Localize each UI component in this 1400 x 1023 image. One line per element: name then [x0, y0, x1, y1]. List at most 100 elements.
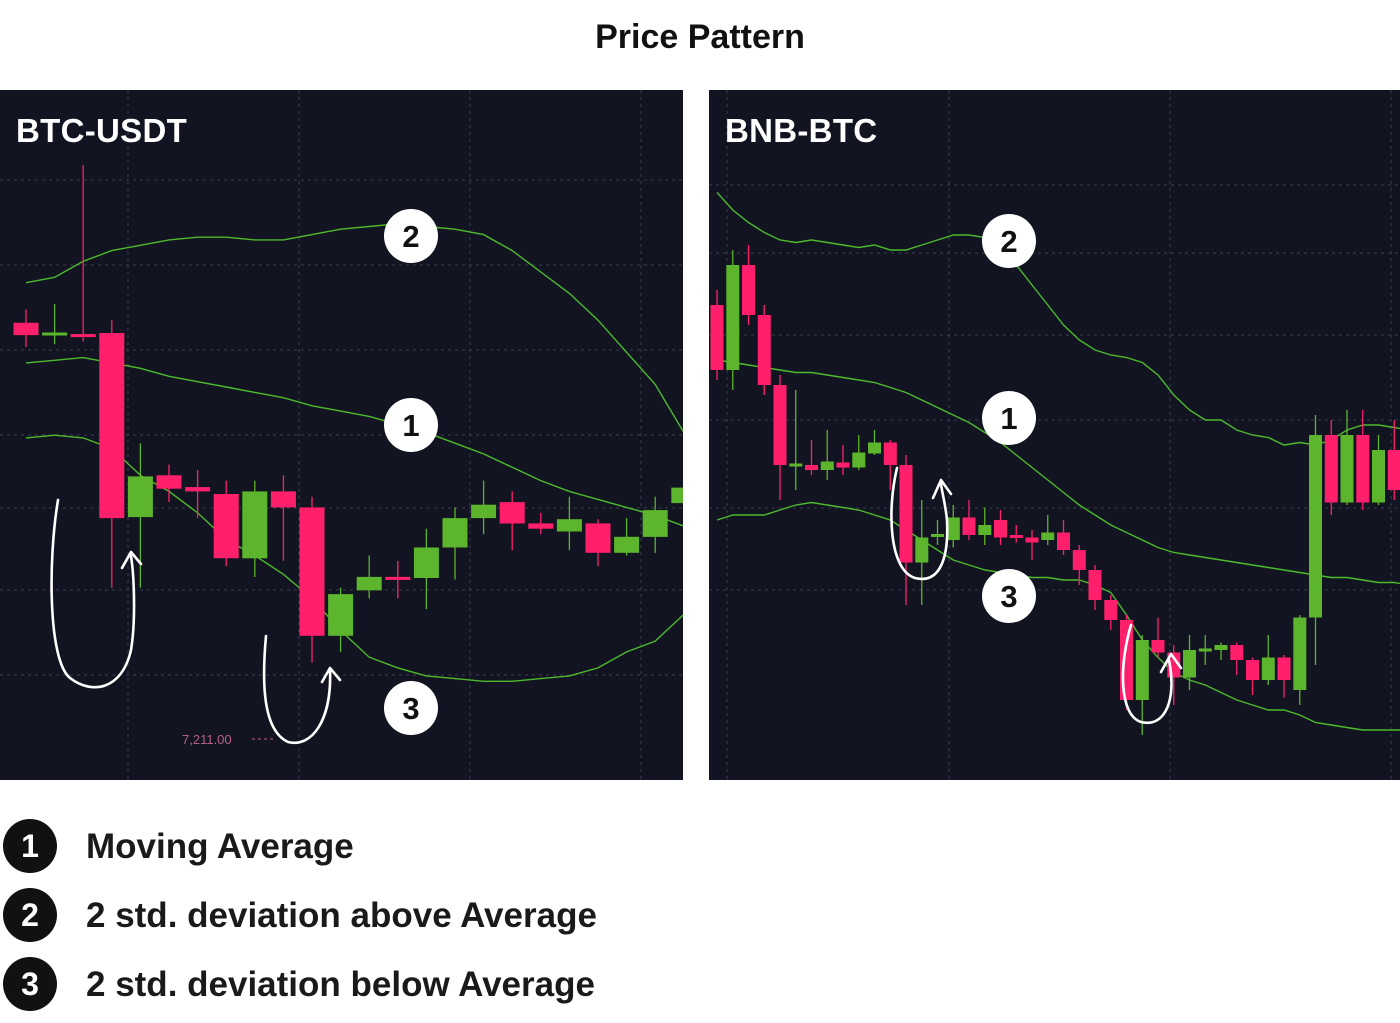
annotation-number-3: 3 — [1000, 579, 1017, 614]
candle-body — [356, 576, 382, 591]
candle-body — [242, 491, 268, 559]
annotation-number-2: 2 — [402, 219, 419, 254]
annotation-badge-3 — [982, 569, 1036, 623]
candle-body — [978, 525, 992, 535]
candle-body — [1057, 532, 1070, 550]
candle-body — [1135, 640, 1149, 700]
candle-body — [614, 536, 640, 553]
candle-body — [820, 461, 834, 470]
candle-body — [499, 502, 525, 524]
candle-body — [1104, 600, 1118, 620]
candle-body — [710, 305, 724, 370]
candle-body — [742, 265, 755, 315]
candle-body — [1214, 645, 1228, 650]
bounce-arrow-icon — [1121, 623, 1173, 725]
candle-body — [1230, 645, 1244, 660]
annotation-badge-1 — [384, 398, 438, 452]
candle-body — [962, 517, 976, 535]
moving-average-line — [25, 356, 683, 527]
candle-body — [70, 334, 96, 338]
upper-band-line — [716, 192, 1400, 446]
chart-title: Price Pattern — [595, 18, 805, 56]
lower-band-line — [716, 501, 1400, 731]
candle-body — [994, 520, 1007, 538]
candle-body — [899, 465, 913, 563]
bounce-arrow-icon — [890, 466, 949, 581]
candle-body — [1072, 550, 1086, 570]
candle-body — [385, 576, 411, 580]
candle-body — [299, 507, 325, 636]
arrowhead-icon — [320, 666, 342, 684]
candle-body — [585, 523, 611, 553]
candle-body — [726, 265, 740, 370]
candle-body — [1356, 435, 1370, 503]
candle-body — [1151, 640, 1165, 653]
candle-body — [556, 519, 582, 532]
candle-body — [1261, 657, 1275, 680]
upper-band-line — [25, 223, 683, 433]
candle-body — [1120, 620, 1133, 700]
annotation-number-2: 2 — [1000, 224, 1017, 259]
candle-body — [1041, 532, 1055, 540]
moving-average-line — [716, 359, 1400, 585]
legend-item-upper-band: 2 2 std. deviation above Average — [0, 887, 760, 943]
candle-body — [1009, 535, 1023, 538]
candle-body — [1387, 450, 1400, 490]
candle-body — [471, 504, 497, 519]
candle-body — [836, 462, 850, 468]
candle-body — [757, 315, 771, 385]
candle-body — [773, 385, 787, 465]
panel-title-btc-usdt: BTC-USDT — [16, 112, 188, 149]
candle-body — [852, 452, 866, 468]
bnb-btc-chart-svg: 1 2 3 — [709, 90, 1400, 780]
legend-label: Moving Average — [86, 827, 354, 866]
candle-body — [328, 594, 354, 636]
candle-body — [1372, 450, 1385, 503]
candle-body — [185, 487, 211, 492]
arrowhead-icon — [1159, 652, 1183, 674]
candle-body — [42, 332, 68, 336]
annotation-number-1: 1 — [1000, 401, 1017, 436]
legend-label: 2 std. deviation below Average — [86, 965, 595, 1004]
arrowhead-icon — [931, 478, 953, 500]
candle-body — [883, 442, 897, 465]
candle-body — [156, 475, 182, 489]
candle-body — [270, 491, 296, 508]
price-level-label: 7,211.00 — [182, 732, 232, 747]
annotation-number-3: 3 — [402, 691, 419, 726]
lower-band-line — [25, 434, 683, 682]
annotation-number-1: 1 — [402, 408, 419, 443]
annotation-badge-2 — [384, 209, 438, 263]
annotation-badge-3 — [384, 681, 438, 735]
legend-label: 2 std. deviation above Average — [86, 896, 597, 935]
legend-item-lower-band: 3 2 std. deviation below Average — [0, 956, 760, 1012]
candle-body — [1277, 657, 1291, 680]
btc-usdt-chart-svg: 7,211.00 1 2 3 — [0, 90, 683, 780]
candle-body — [931, 534, 944, 537]
candle-body — [99, 333, 125, 519]
candle-body — [915, 537, 929, 563]
annotation-badge-1 — [982, 391, 1036, 445]
candle-body — [805, 465, 818, 470]
legend-item-moving-average: 1 Moving Average — [0, 818, 760, 874]
bounce-arrow-icon — [262, 634, 332, 745]
candle-body — [642, 510, 668, 537]
candle-body — [868, 442, 881, 454]
candle-body — [1183, 650, 1196, 678]
candle-body — [1246, 660, 1259, 680]
panel-title-bnb-btc: BNB-BTC — [725, 112, 878, 149]
candle-body — [13, 322, 39, 336]
annotation-badge-2 — [982, 214, 1036, 268]
candle-body — [1324, 435, 1338, 503]
candle-body — [1340, 435, 1354, 503]
candle-body — [789, 463, 803, 467]
candle-body — [213, 494, 239, 559]
bounce-arrow-icon — [50, 498, 136, 689]
arrowhead-icon — [120, 550, 143, 570]
candle-body — [1198, 648, 1212, 652]
candle-body — [1025, 537, 1039, 543]
candle-body — [1088, 570, 1102, 600]
candle-body — [1309, 435, 1322, 618]
bnb-btc-chart-panel: 1 2 3 BNB-BTC — [709, 90, 1400, 780]
candle-body — [413, 547, 439, 578]
